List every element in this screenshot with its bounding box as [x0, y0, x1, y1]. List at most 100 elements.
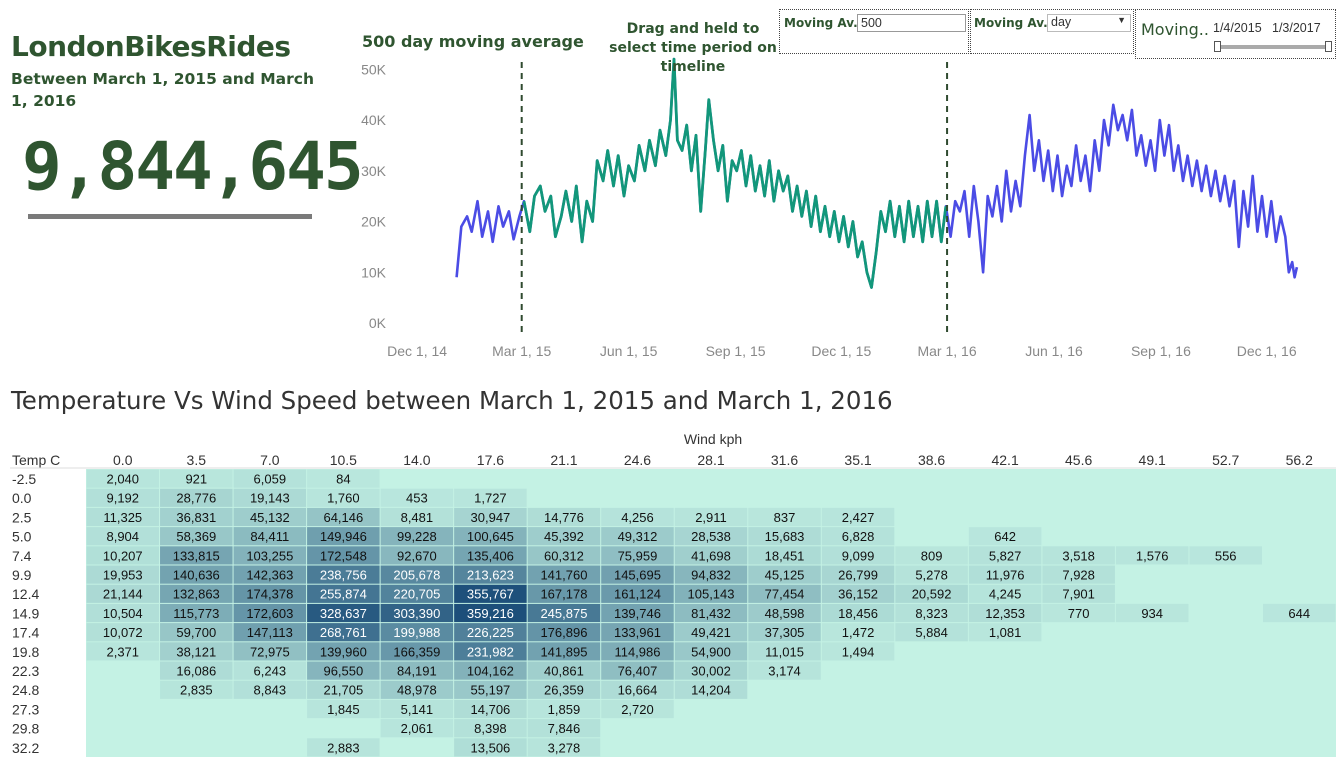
heatmap-cell-label: 231,982 — [467, 644, 514, 659]
heatmap-cell-label: 837 — [774, 510, 796, 525]
heatmap-cell — [380, 719, 454, 738]
date-range-start: 1/4/2015 — [1213, 21, 1262, 35]
heatmap-cell-label: 6,243 — [254, 664, 287, 679]
heatmap-cell-label: 147,113 — [247, 625, 293, 640]
heatmap-cell-label: 16,664 — [618, 683, 658, 698]
heatmap-cell — [160, 623, 233, 642]
heatmap-cell-label: 18,456 — [838, 606, 878, 621]
heatmap-cell-label: 172,548 — [320, 548, 367, 563]
heatmap-cell — [86, 507, 160, 527]
series-line-selected-range — [522, 57, 948, 289]
heatmap-cell-label: 7,928 — [1062, 568, 1095, 583]
date-range-slider-track[interactable] — [1218, 45, 1326, 49]
heatmap-cell-label: 115,773 — [173, 606, 219, 621]
heatmap-cell — [601, 680, 674, 699]
heatmap-background — [86, 469, 1336, 757]
heatmap-cell — [674, 661, 748, 680]
heatmap-cell-label: 139,960 — [320, 644, 367, 659]
heatmap-cell — [454, 603, 527, 623]
heatmap-cell-label: 77,454 — [765, 587, 805, 602]
heatmap-cell — [86, 642, 160, 661]
heatmap-cell-label: 40,861 — [544, 664, 584, 679]
heatmap-cell-label: 8,481 — [401, 510, 434, 525]
moving-average-value-input[interactable] — [857, 14, 966, 32]
date-range-end-handle[interactable] — [1325, 41, 1332, 52]
heatmap-cell-label: 84 — [336, 472, 350, 487]
heatmap-cell — [674, 527, 748, 546]
heatmap-cell-label: 642 — [994, 529, 1016, 544]
heatmap-cell — [748, 642, 821, 661]
heatmap-cell-label: 11,015 — [765, 644, 804, 659]
row-header: 9.9 — [12, 567, 32, 583]
heatmap-cell-label: 770 — [1068, 606, 1090, 621]
heatmap-cell — [307, 623, 380, 642]
heatmap-cell — [1042, 584, 1115, 603]
date-range-start-handle[interactable] — [1214, 41, 1221, 52]
x-tick-label: Dec 1, 16 — [1237, 343, 1297, 359]
heatmap-cell-label: 7,846 — [548, 721, 581, 736]
heatmap-cell — [86, 546, 160, 565]
drag-hint-text: Drag and held to select time period on t… — [609, 21, 777, 75]
heatmap-cell-label: 1,845 — [327, 702, 360, 717]
heatmap-cell-label: 934 — [1141, 606, 1163, 621]
heatmap-cell-label: 30,002 — [691, 664, 731, 679]
heatmap-cell-label: 54,900 — [691, 644, 731, 659]
rides-line-chart[interactable]: 0K 10K 20K 30K 40K 50K Dec 1, 14 Mar 1, 15 Jun 1… — [0, 0, 1344, 380]
heatmap-cell — [233, 565, 307, 584]
moving-average-label: 500 day moving average — [362, 32, 584, 51]
heatmap-cell-label: 114,986 — [614, 644, 660, 659]
heatmap-cell-label: 355,767 — [467, 587, 514, 602]
heatmap-cell-label: 26,359 — [544, 683, 584, 698]
heatmap-cell — [454, 719, 527, 738]
heatmap-cell — [160, 488, 233, 507]
heatmap-cell — [380, 699, 454, 719]
heatmap-cell-label: 644 — [1288, 606, 1310, 621]
heatmap-cell-label: 161,124 — [614, 587, 661, 602]
heatmap-cell — [601, 623, 674, 642]
moving-average-value-label: Moving Av.. — [784, 16, 863, 30]
moving-average-unit-select[interactable]: day ▼ — [1047, 14, 1131, 32]
heatmap-cell — [233, 680, 307, 699]
heatmap-cell-label: 99,228 — [397, 529, 437, 544]
heatmap-cell — [86, 603, 160, 623]
heatmap-cell — [527, 584, 601, 603]
heatmap-cell — [674, 584, 748, 603]
moving-average-unit-label: Moving Av.. — [974, 16, 1053, 30]
heatmap-cell-label: 36,831 — [176, 510, 216, 525]
heatmap-cell — [233, 642, 307, 661]
row-header: 27.3 — [12, 701, 39, 717]
heatmap-cell — [86, 527, 160, 546]
heatmap-cell-label: 41,698 — [691, 548, 731, 563]
heatmap-cell-label: 21,144 — [103, 587, 143, 602]
heatmap-cell-label: 1,081 — [989, 625, 1022, 640]
heatmap-cell-label: 359,216 — [467, 606, 514, 621]
heatmap-cell-label: 5,884 — [915, 625, 948, 640]
heatmap-cell-label: 8,904 — [106, 529, 139, 544]
heatmap-cell — [380, 680, 454, 699]
heatmap-cell — [674, 546, 748, 565]
heatmap-cell — [527, 603, 601, 623]
heatmap-cell-label: 1,859 — [548, 702, 581, 717]
heatmap-cell-label: 14,706 — [471, 702, 511, 717]
heatmap-cell — [895, 565, 968, 584]
heatmap-cell-label: 149,946 — [320, 529, 367, 544]
row-header: 7.4 — [12, 548, 32, 564]
heatmap-cell — [821, 623, 895, 642]
heatmap-cell — [821, 642, 895, 661]
row-header: 24.8 — [12, 682, 39, 698]
x-tick-label: Sep 1, 15 — [706, 343, 766, 359]
heatmap-cell — [1262, 603, 1336, 623]
heatmap-cell-label: 213,623 — [467, 568, 514, 583]
heatmap-cell-label: 132,863 — [173, 587, 220, 602]
heatmap-cell — [307, 603, 380, 623]
heatmap-cell — [307, 546, 380, 565]
heatmap-cell — [1042, 603, 1115, 623]
heatmap-cell — [233, 469, 307, 488]
heatmap-cell — [674, 507, 748, 527]
heatmap-cell-label: 135,406 — [467, 548, 514, 563]
heatmap-cell-label: 556 — [1215, 548, 1237, 563]
heatmap-cell — [601, 527, 674, 546]
column-header: 14.0 — [403, 452, 430, 468]
heatmap-cell — [527, 527, 601, 546]
heatmap-cell — [674, 623, 748, 642]
